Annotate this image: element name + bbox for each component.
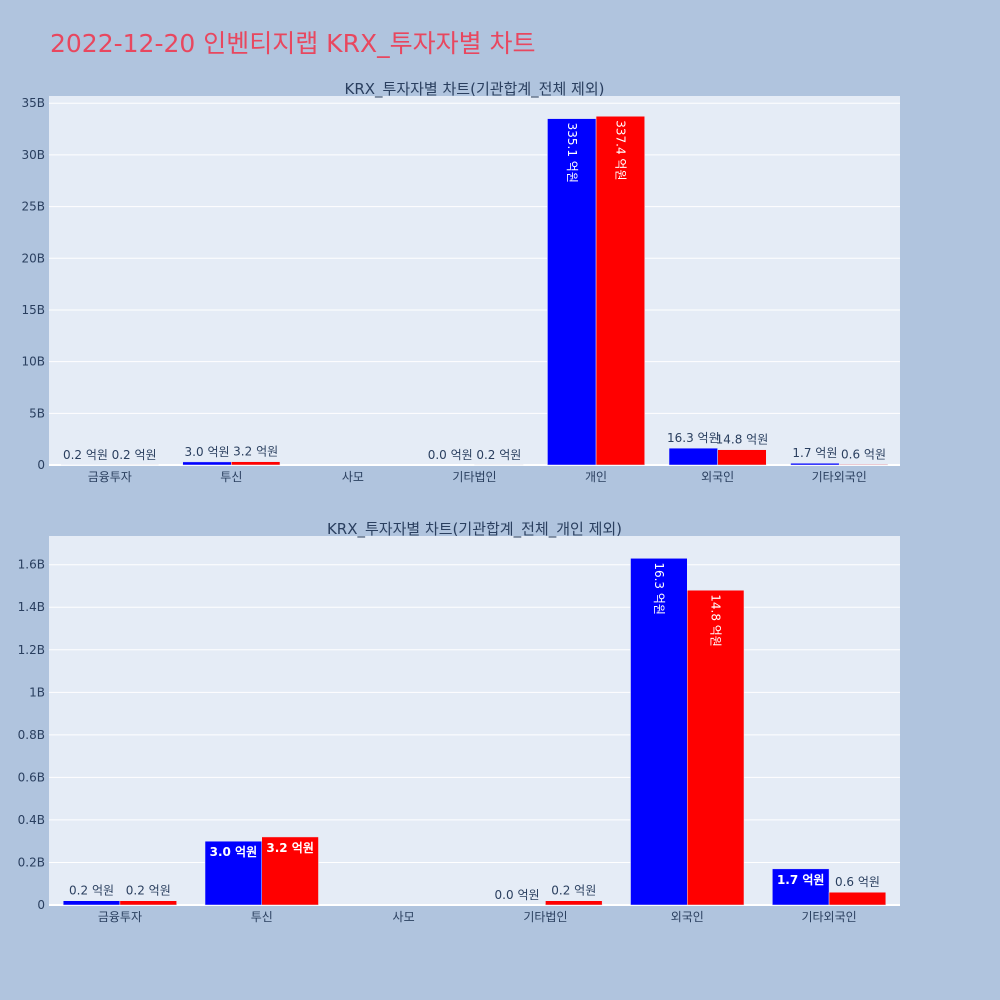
data-label: 0.6 억원 [835, 875, 880, 889]
chart-all-investors: KRX_투자자별 차트(기관합계_전체 제외) 0 5B 10B 15B 20B 25B 30… [21, 80, 900, 484]
x-tick-label: 외국인 [671, 910, 704, 924]
data-label: 3.2 억원 [266, 841, 314, 855]
y-tick-label: 0.6B [18, 770, 45, 784]
bar [790, 462, 840, 466]
y-tick-label: 0.4B [18, 813, 45, 827]
x-tick-label: 개인 [585, 470, 607, 484]
x-tick-label: 기타외국인 [812, 470, 867, 484]
bar [630, 558, 688, 906]
page-title: 2022-12-20 인벤티지랩 KRX_투자자별 차트 [50, 29, 536, 58]
y-tick-label: 30B [21, 148, 45, 162]
chart-excl-individual: KRX_투자자별 차트(기관합계_전체_개인 제외) 0 0.2B 0.4B 0.6B 0… [18, 520, 900, 924]
y-tick-label: 0 [37, 898, 45, 912]
y-tick-label: 1B [29, 685, 45, 699]
chart-title: KRX_투자자별 차트(기관합계_전체 제외) [345, 80, 605, 99]
data-label: 3.0 억원 [210, 845, 258, 859]
bar [772, 868, 830, 906]
y-tick-label: 15B [21, 303, 45, 317]
bar [838, 464, 889, 466]
bar [182, 461, 232, 466]
bar [668, 447, 718, 466]
data-label: 3.2 억원 [233, 445, 278, 459]
y-tick-label: 5B [29, 406, 45, 420]
x-tick-label: 투신 [220, 470, 242, 484]
y-tick-label: 35B [21, 96, 45, 110]
y-tick-label: 1.6B [18, 558, 45, 572]
bar [231, 461, 281, 466]
data-label: 16.3 억원 [667, 431, 720, 445]
bar [828, 891, 887, 906]
data-label: 3.0 억원 [185, 445, 230, 459]
x-tick-label: 기타외국인 [801, 910, 856, 924]
x-tick-label: 사모 [342, 470, 364, 484]
chart-title: KRX_투자자별 차트(기관합계_전체_개인 제외) [327, 520, 622, 539]
bar [62, 900, 121, 906]
bar [204, 840, 262, 906]
bar [545, 900, 603, 906]
data-label: 0.2 억원 [551, 884, 596, 898]
x-tick-label: 기타법인 [523, 910, 567, 924]
data-label: 0.6 억원 [841, 447, 886, 461]
x-tick-label: 사모 [393, 910, 415, 924]
bar [119, 900, 177, 906]
data-label: 0.2 억원 [69, 884, 114, 898]
y-tick-label: 20B [21, 251, 45, 265]
data-label: 1.7 억원 [777, 873, 825, 887]
y-tick-label: 25B [21, 200, 45, 214]
data-label: 0.0 억원 [428, 448, 473, 462]
y-tick-label: 1.2B [18, 643, 45, 657]
plot-area [49, 96, 900, 465]
data-label: 0.0 억원 [495, 888, 540, 902]
data-label: 16.3 억원 [652, 562, 666, 615]
y-tick-label: 0 [37, 458, 45, 472]
y-tick-label: 0.8B [18, 728, 45, 742]
data-label: 337.4 억원 [613, 120, 627, 180]
data-label: 14.8 억원 [716, 433, 769, 447]
x-tick-label: 외국인 [701, 470, 734, 484]
data-label: 0.2 억원 [476, 448, 521, 462]
bar [261, 836, 319, 906]
y-tick-label: 10B [21, 355, 45, 369]
x-tick-label: 투신 [251, 910, 273, 924]
y-tick-label: 0.2B [18, 855, 45, 869]
data-label: 335.1 억원 [565, 123, 579, 183]
data-label: 14.8 억원 [709, 594, 723, 647]
plot-area [49, 536, 900, 905]
x-tick-label: 기타법인 [452, 470, 496, 484]
data-label: 1.7 억원 [792, 446, 837, 460]
bar [595, 116, 645, 466]
data-label: 0.2 억원 [112, 448, 157, 462]
data-label: 0.2 억원 [126, 884, 171, 898]
bar [717, 449, 767, 466]
data-label: 0.2 억원 [63, 448, 108, 462]
y-tick-label: 1.4B [18, 600, 45, 614]
bar [547, 118, 597, 466]
bar [687, 589, 745, 906]
x-tick-label: 금융투자 [88, 470, 132, 484]
x-tick-label: 금융투자 [98, 910, 142, 924]
